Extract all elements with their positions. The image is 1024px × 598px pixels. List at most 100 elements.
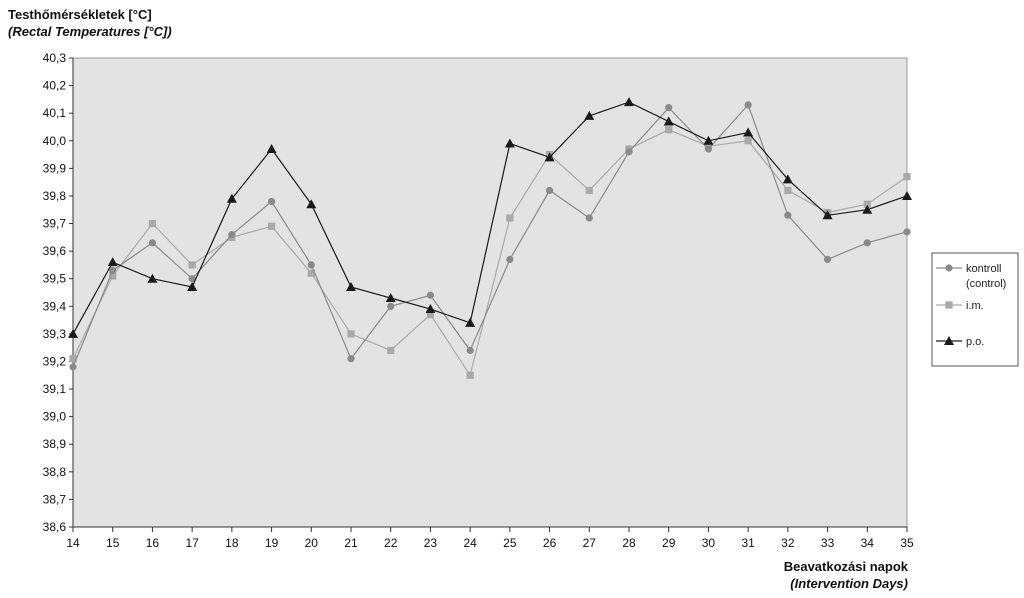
- x-tick-label: 30: [702, 536, 716, 550]
- data-point: [663, 116, 674, 126]
- y-tick-label: 39,2: [43, 354, 67, 368]
- data-point: [267, 222, 276, 230]
- x-tick-label: 24: [463, 536, 477, 550]
- data-point: [584, 110, 595, 120]
- data-point: [466, 346, 474, 355]
- y-tick-label: 39,9: [43, 161, 67, 175]
- data-point: [307, 269, 315, 277]
- legend-label-secondary: (control): [966, 278, 1006, 290]
- x-axis-title-hu: Beavatkozási napok: [783, 559, 908, 574]
- x-tick-label: 19: [265, 536, 279, 550]
- data-point: [69, 363, 77, 371]
- y-tick-label: 40,2: [43, 79, 67, 93]
- data-point: [188, 261, 196, 269]
- y-tick-label: 39,6: [43, 244, 67, 258]
- legend-marker: [944, 336, 954, 345]
- x-tick-label: 14: [66, 536, 80, 550]
- y-axis-title-en: (Rectal Temperatures [°C]): [8, 24, 172, 39]
- data-point: [426, 291, 435, 299]
- data-point: [425, 304, 436, 314]
- x-tick-label: 23: [424, 536, 438, 550]
- y-tick-label: 40,0: [43, 134, 67, 148]
- x-tick-label: 27: [583, 536, 597, 550]
- data-point: [385, 293, 396, 303]
- x-tick-label: 34: [861, 536, 875, 550]
- x-tick-label: 17: [185, 536, 199, 550]
- data-point: [544, 152, 555, 162]
- data-point: [823, 255, 832, 263]
- data-point: [784, 211, 792, 219]
- data-point: [784, 186, 792, 195]
- y-tick-label: 39,5: [43, 272, 67, 286]
- data-point: [267, 197, 276, 206]
- legend-box: [931, 252, 1019, 367]
- legend-label: i.m.: [966, 300, 984, 312]
- y-tick-label: 38,9: [43, 437, 67, 451]
- data-point: [624, 97, 634, 107]
- data-point: [188, 275, 196, 283]
- data-point: [743, 127, 754, 137]
- data-point: [903, 228, 911, 236]
- x-tick-label: 29: [662, 536, 676, 550]
- x-tick-label: 21: [344, 536, 358, 550]
- data-point: [585, 214, 593, 222]
- data-point: [306, 199, 317, 209]
- x-tick-label: 32: [781, 536, 795, 550]
- x-tick-label: 25: [503, 536, 517, 550]
- y-tick-label: 38,7: [43, 492, 67, 506]
- data-point: [744, 137, 752, 145]
- axes: 38,6 38,7 38,8 38,9 39,0 39,1 39,2 39,3 39,4 39,5…: [43, 51, 914, 550]
- legend: kontroll (control) i.m. p.o.: [931, 252, 1019, 367]
- data-point: [107, 257, 118, 267]
- data-point: [346, 281, 356, 291]
- x-tick-label: 18: [225, 536, 239, 550]
- data-point: [228, 230, 236, 239]
- data-point: [347, 330, 355, 338]
- series-circle: [69, 101, 911, 371]
- x-tick-label: 26: [543, 536, 557, 550]
- data-point: [148, 239, 157, 247]
- data-point: [465, 317, 476, 327]
- data-point: [863, 200, 871, 208]
- x-tick-label: 20: [305, 536, 319, 550]
- data-point: [703, 135, 714, 145]
- y-axis-title-hu: Testhőmérsékletek [°C]: [8, 7, 152, 22]
- data-point: [347, 355, 355, 363]
- data-point: [68, 328, 78, 338]
- y-tick-label: 38,6: [43, 520, 67, 534]
- data-point: [426, 310, 435, 319]
- y-tick-label: 39,3: [43, 327, 67, 341]
- x-tick-label: 16: [146, 536, 160, 550]
- data-point: [625, 148, 633, 156]
- x-axis-title-en: (Intervention Days): [790, 576, 908, 591]
- plot-area: [72, 57, 908, 528]
- data-point: [226, 193, 237, 203]
- data-point: [863, 239, 871, 247]
- data-point: [506, 255, 514, 263]
- x-tick-label: 22: [384, 536, 398, 550]
- series-line: [72, 101, 908, 335]
- x-tick-label: 15: [106, 536, 120, 550]
- series-triangle: [68, 97, 912, 338]
- x-axis-title: Beavatkozási napok (Intervention Days): [784, 558, 908, 592]
- data-point: [109, 266, 117, 275]
- data-point: [266, 144, 277, 154]
- data-point: [822, 210, 833, 220]
- data-point: [903, 173, 911, 181]
- data-point: [902, 190, 912, 200]
- data-point: [665, 104, 673, 112]
- series-line: [72, 103, 908, 368]
- data-point: [585, 186, 593, 195]
- y-tick-label: 39,1: [43, 382, 67, 396]
- data-point: [665, 126, 673, 134]
- data-point: [147, 273, 158, 283]
- y-tick-label: 39,8: [43, 189, 67, 203]
- legend-label: p.o.: [966, 336, 984, 348]
- y-tick-label: 39,7: [43, 217, 67, 231]
- legend-marker: [945, 264, 953, 272]
- x-tick-label: 35: [900, 536, 914, 550]
- data-point: [782, 174, 793, 184]
- y-tick-label: 40,1: [43, 106, 67, 120]
- data-point: [862, 204, 873, 214]
- y-tick-label: 40,3: [43, 51, 67, 65]
